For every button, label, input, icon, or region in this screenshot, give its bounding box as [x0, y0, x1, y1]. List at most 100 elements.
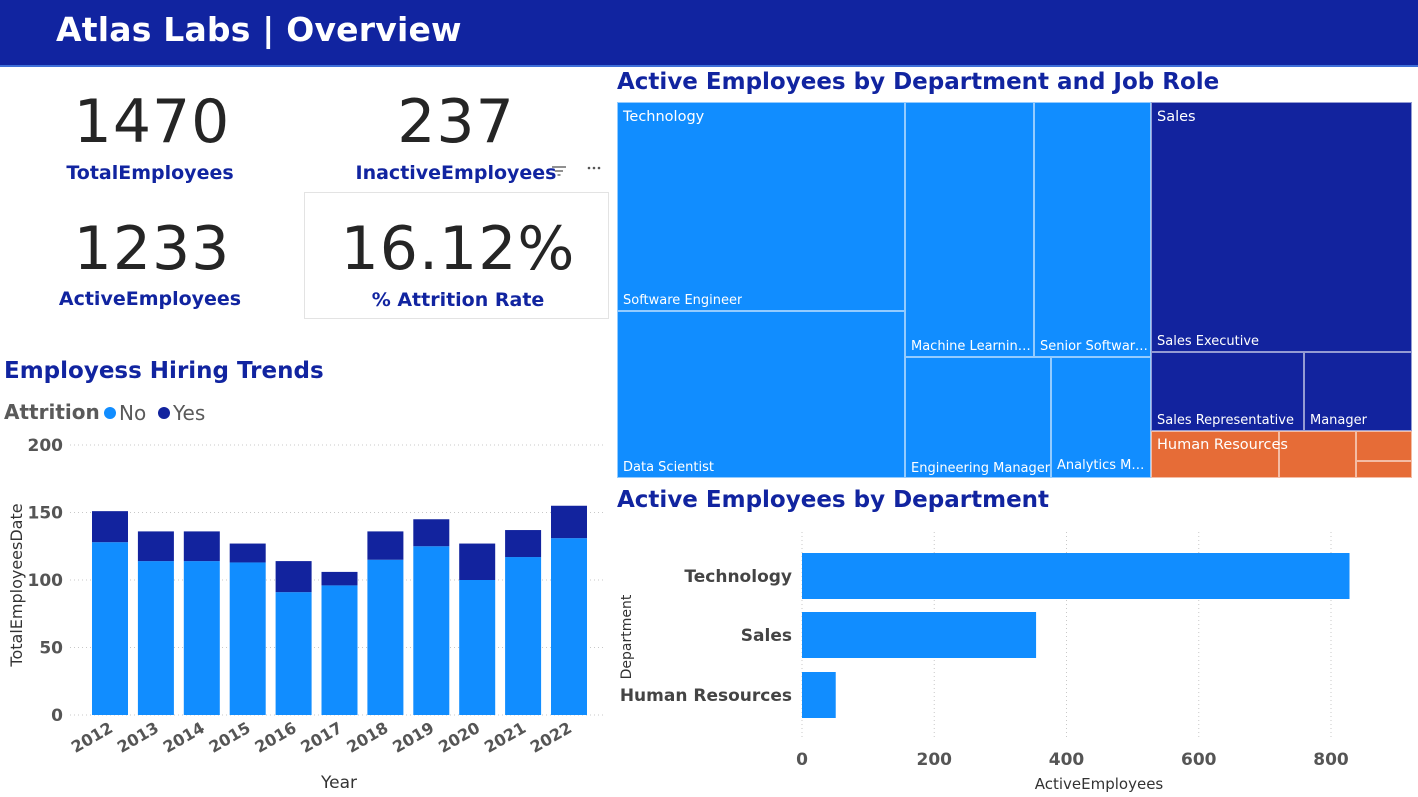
kpi-active-label: ActiveEmployees	[58, 288, 242, 310]
x-tick-label: 2020	[435, 718, 483, 757]
treemap-label: Software Engineer	[623, 293, 743, 308]
y-tick-label: 200	[28, 436, 64, 456]
y-axis-label: Department	[619, 594, 635, 679]
bar-no-2019[interactable]	[413, 546, 450, 715]
treemap-cell-software-engineer[interactable]: Software Engineer	[617, 102, 905, 311]
bar-yes-2019[interactable]	[413, 519, 450, 547]
y-tick-label: Sales	[741, 626, 792, 646]
bar-yes-2017[interactable]	[321, 571, 358, 586]
y-tick-label: 0	[51, 706, 63, 726]
treemap-cell-hr-role-4[interactable]	[1356, 461, 1412, 478]
x-tick-label: 800	[1313, 750, 1349, 770]
department-role-treemap[interactable]: Software Engineer Data Scientist Machine…	[617, 102, 1412, 478]
treemap-label: Senior Software ...	[1040, 339, 1150, 354]
treemap-label: Engineering Manager	[911, 461, 1051, 476]
x-tick-label: 2019	[389, 718, 437, 757]
bar-technology[interactable]	[802, 553, 1350, 599]
more-options-icon[interactable]	[586, 161, 602, 179]
y-tick-label: 150	[28, 504, 64, 524]
bar-no-2017[interactable]	[321, 585, 358, 715]
kpi-total-label: TotalEmployees	[66, 162, 234, 184]
y-tick-label: 100	[28, 571, 64, 591]
page-title: Atlas Labs | Overview	[56, 10, 462, 49]
x-tick-label: 2022	[527, 718, 575, 757]
bar-no-2021[interactable]	[505, 557, 542, 715]
bar-no-2014[interactable]	[183, 561, 220, 715]
kpi-attrition-card[interactable]	[304, 192, 609, 319]
y-tick-label: 50	[39, 639, 63, 659]
x-tick-label: 2017	[297, 718, 345, 757]
x-tick-label: 2013	[114, 718, 162, 757]
treemap-label: Machine Learning ...	[911, 339, 1031, 354]
treemap-label: Data Scientist	[623, 460, 714, 475]
legend-item-no[interactable]: No	[104, 401, 146, 425]
x-axis-label: Year	[320, 773, 357, 793]
x-axis-label: ActiveEmployees	[1035, 775, 1164, 793]
treemap-title: Active Employees by Department and Job R…	[617, 69, 1220, 95]
x-tick-label: 400	[1049, 750, 1085, 770]
x-tick-label: 2014	[160, 718, 208, 757]
kpi-active-value: 1233	[73, 214, 231, 284]
treemap-cell-sales-executive[interactable]: Sales Executive	[1151, 102, 1412, 352]
bar-yes-2020[interactable]	[459, 543, 496, 580]
x-tick-label: 200	[917, 750, 953, 770]
treemap-label: Sales Representative	[1157, 413, 1294, 428]
kpi-inactive-label: InactiveEmployees	[355, 162, 557, 184]
department-bar-chart[interactable]: 0 200 400 600 800 Technology Sales Human Resour…	[612, 520, 1412, 797]
treemap-cell-sales-representative[interactable]: Sales Representative	[1151, 352, 1304, 431]
bar-yes-2021[interactable]	[505, 530, 542, 558]
bar-no-2013[interactable]	[137, 561, 174, 715]
y-tick-label: Technology	[684, 567, 792, 587]
bar-yes-2018[interactable]	[367, 531, 404, 560]
page-header: Atlas Labs | Overview	[0, 0, 1418, 67]
legend-label-yes: Yes	[173, 401, 206, 425]
x-tick-label: 2016	[252, 718, 300, 757]
bar-yes-2013[interactable]	[137, 531, 174, 562]
hiring-trends-chart[interactable]: 0 50 100 150 200 2012201320142015201620172018…	[0, 430, 612, 797]
x-tick-label: 2012	[68, 718, 116, 757]
kpi-attrition-label: % Attrition Rate	[371, 289, 545, 311]
treemap-cell-data-scientist[interactable]: Data Scientist	[617, 311, 905, 478]
bar-no-2012[interactable]	[92, 542, 128, 715]
x-tick-label: 2015	[206, 718, 254, 757]
legend-dot-icon	[158, 407, 170, 419]
bar-no-2022[interactable]	[551, 538, 587, 715]
legend-label-no: No	[119, 401, 147, 425]
treemap-label: Analytics Ma...	[1057, 458, 1149, 473]
bar-yes-2015[interactable]	[229, 543, 266, 563]
treemap-cell-engineering-manager[interactable]: Engineering Manager	[905, 357, 1051, 478]
treemap-group-hr: Human Resources	[1157, 437, 1288, 453]
filter-icon[interactable]	[551, 164, 567, 182]
bar-no-2015[interactable]	[229, 562, 266, 715]
treemap-cell-hr-role-1[interactable]	[1151, 431, 1279, 478]
bar-yes-2016[interactable]	[275, 561, 312, 593]
legend-dot-icon	[104, 407, 116, 419]
treemap-cell-analytics-manager[interactable]: Analytics Ma...	[1051, 357, 1151, 478]
treemap-group-technology: Technology	[623, 109, 705, 125]
treemap-cell-hr-role-2[interactable]	[1279, 431, 1356, 478]
treemap-label: Manager	[1310, 413, 1367, 428]
x-tick-label: 600	[1181, 750, 1217, 770]
treemap-cell-senior-software[interactable]: Senior Software ...	[1034, 102, 1151, 357]
bar-yes-2014[interactable]	[183, 531, 220, 562]
dept-chart-title: Active Employees by Department	[617, 487, 1050, 513]
y-tick-label: Human Resources	[620, 686, 792, 706]
legend-title: Attrition	[4, 400, 100, 424]
bar-no-2016[interactable]	[275, 592, 312, 715]
bar-yes-2012[interactable]	[92, 511, 128, 543]
x-tick-label: 2021	[481, 718, 529, 757]
bar-yes-2022[interactable]	[551, 505, 587, 539]
kpi-total-value: 1470	[73, 87, 231, 157]
bar-no-2020[interactable]	[459, 580, 496, 715]
treemap-cell-machine-learning[interactable]: Machine Learning ...	[905, 102, 1034, 357]
legend-item-yes[interactable]: Yes	[158, 401, 205, 425]
hiring-chart-title: Employess Hiring Trends	[4, 358, 324, 384]
bar-sales[interactable]	[802, 612, 1037, 658]
bar-human-resources[interactable]	[802, 672, 836, 718]
treemap-cell-hr-role-3[interactable]	[1356, 431, 1412, 461]
y-axis-label: TotalEmployeesDate	[7, 503, 26, 667]
kpi-attrition-value: 16.12%	[340, 214, 576, 284]
treemap-label: Sales Executive	[1157, 334, 1260, 349]
bar-no-2018[interactable]	[367, 559, 404, 715]
treemap-cell-manager[interactable]: Manager	[1304, 352, 1412, 431]
